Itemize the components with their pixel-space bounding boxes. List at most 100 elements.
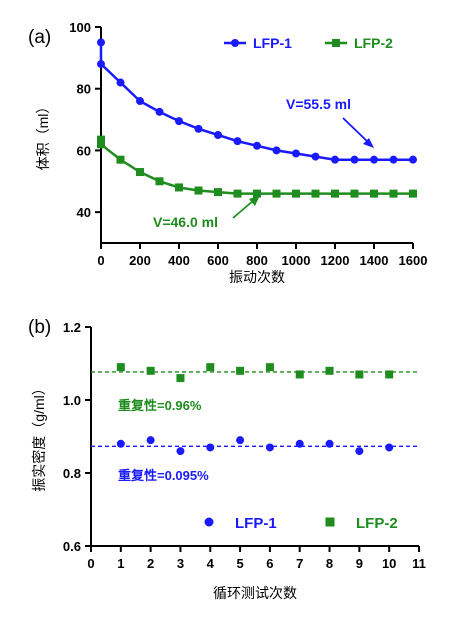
data-point-LFP-1 [265, 443, 274, 452]
data-point-LFP-2 [355, 370, 364, 379]
data-point-LFP-2 [136, 168, 144, 177]
data-point-LFP-2 [194, 186, 203, 195]
data-point-LFP-2 [331, 189, 339, 198]
x-tick-label-a: 0 [97, 253, 104, 268]
data-point-LFP-2 [116, 155, 125, 164]
data-point-LFP-2 [265, 363, 274, 372]
data-point-LFP-2 [370, 189, 378, 198]
data-point-LFP-2 [116, 363, 125, 372]
data-point-LFP-2 [146, 366, 155, 375]
x-tick-label-b: 0 [87, 556, 94, 571]
x-tick-label-b: 3 [177, 556, 184, 571]
data-point-LFP-1 [272, 146, 281, 155]
x-axis-title-a: 振动次数 [229, 269, 285, 285]
data-point-LFP-2 [214, 188, 222, 197]
panel-label-b: (b) [28, 317, 51, 338]
y-tick-label-b: 1.2 [63, 320, 81, 335]
data-point-LFP-2 [350, 189, 359, 198]
data-point-LFP-1 [97, 38, 105, 47]
data-point-LFP-2 [311, 189, 320, 198]
y-tick-label-b: 1.0 [63, 393, 81, 408]
y-tick-label-a: 100 [69, 20, 91, 35]
x-tick-label-a: 200 [129, 253, 151, 268]
data-point-LFP-1 [136, 97, 144, 106]
annotation-arrow-lfp1 [342, 117, 370, 144]
x-tick-label-a: 600 [207, 253, 229, 268]
y-tick-label-b: 0.6 [63, 539, 81, 554]
legend-label-LFP-2: LFP-2 [354, 35, 393, 51]
data-point-LFP-2 [253, 189, 261, 198]
data-point-LFP-2 [176, 374, 185, 383]
x-tick-label-a: 800 [246, 253, 268, 268]
data-point-LFP-1 [409, 155, 417, 164]
data-point-LFP-1 [385, 443, 394, 452]
repeatability-label-lfp1: 重复性=0.095% [118, 468, 209, 483]
y-tick-label-b: 0.8 [63, 466, 81, 481]
x-tick-label-a: 1200 [321, 253, 350, 268]
x-tick-label-a: 1400 [360, 253, 389, 268]
annotation-arrowhead-lfp1 [363, 138, 374, 148]
data-point-LFP-2 [389, 189, 398, 198]
y-tick-label-a: 60 [77, 143, 91, 158]
legend-label-LFP-1: LFP-1 [235, 515, 277, 532]
data-point-LFP-1 [175, 117, 183, 126]
y-tick-label-a: 80 [77, 82, 91, 97]
data-point-LFP-1 [350, 155, 359, 164]
x-tick-label-a: 1000 [282, 253, 311, 268]
data-point-LFP-2 [233, 189, 242, 198]
data-point-LFP-1 [214, 131, 222, 139]
x-tick-label-b: 6 [266, 556, 273, 571]
data-point-LFP-2 [272, 189, 281, 198]
data-point-LFP-1 [97, 60, 105, 69]
legend-marker-LFP-1 [204, 517, 214, 527]
annotation-arrowhead-lfp2 [249, 195, 260, 206]
legend-marker-LFP-1 [231, 39, 239, 47]
data-point-LFP-2 [236, 366, 245, 375]
x-tick-label-b: 7 [296, 556, 303, 571]
data-point-LFP-2 [325, 366, 334, 375]
annotation-label-lfp1: V=55.5 ml [286, 96, 351, 112]
data-point-LFP-2 [409, 189, 417, 198]
data-point-LFP-1 [116, 439, 125, 448]
data-point-LFP-1 [233, 137, 242, 146]
annotation-arrow-lfp2 [232, 199, 255, 219]
data-point-LFP-1 [311, 152, 320, 161]
legend-marker-LFP-2 [325, 517, 335, 527]
y-tick-label-a: 40 [77, 205, 91, 220]
data-point-LFP-2 [206, 363, 215, 372]
data-point-LFP-1 [206, 443, 215, 452]
legend-marker-LFP-2 [332, 39, 340, 47]
data-point-LFP-1 [194, 124, 203, 133]
x-tick-label-b: 9 [356, 556, 363, 571]
data-point-LFP-1 [325, 439, 334, 448]
x-axis-title-b: 循环测试次数 [213, 585, 297, 601]
data-point-LFP-2 [175, 183, 183, 192]
y-axis-title-b: 振实密度（g/ml） [31, 381, 47, 491]
legend-label-LFP-1: LFP-1 [253, 35, 292, 51]
data-point-LFP-1 [355, 447, 364, 456]
x-tick-label-b: 5 [236, 556, 243, 571]
data-point-LFP-2 [97, 135, 105, 144]
data-point-LFP-1 [155, 107, 164, 116]
y-axis-title-a: 体积（ml） [35, 100, 51, 171]
x-tick-label-a: 1600 [399, 253, 428, 268]
x-tick-label-b: 11 [412, 556, 426, 571]
x-tick-label-a: 400 [168, 253, 190, 268]
legend-label-LFP-2: LFP-2 [356, 515, 398, 532]
x-tick-label-b: 2 [147, 556, 154, 571]
data-point-LFP-1 [292, 149, 300, 158]
data-point-LFP-1 [295, 439, 304, 448]
x-tick-label-b: 1 [117, 556, 124, 571]
panel-label-a: (a) [28, 27, 51, 48]
x-tick-label-b: 10 [382, 556, 396, 571]
x-tick-label-b: 4 [207, 556, 215, 571]
data-point-LFP-1 [389, 155, 398, 164]
annotation-label-lfp2: V=46.0 ml [153, 214, 218, 230]
data-point-LFP-1 [331, 155, 339, 164]
repeatability-label-lfp2: 重复性=0.96% [118, 398, 202, 413]
data-point-LFP-1 [370, 155, 378, 164]
data-point-LFP-1 [253, 141, 261, 150]
data-point-LFP-2 [295, 370, 304, 379]
data-point-LFP-1 [116, 78, 125, 87]
